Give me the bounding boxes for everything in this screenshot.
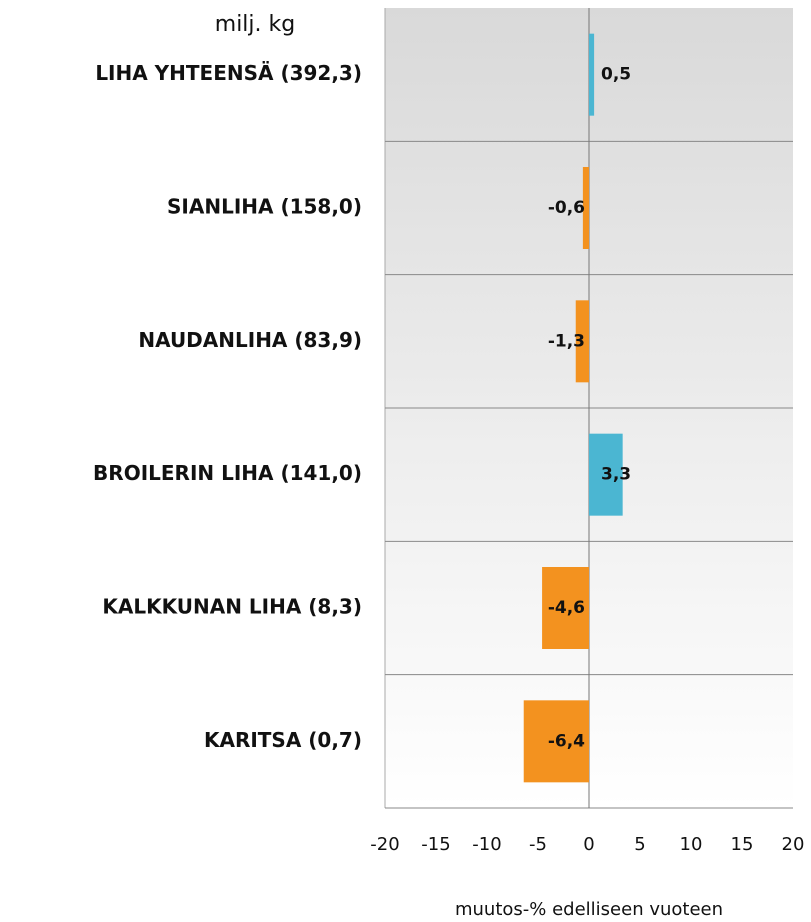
value-label: -6,4 bbox=[548, 731, 585, 751]
x-tick-label: -5 bbox=[529, 834, 547, 855]
x-tick-label: -10 bbox=[472, 834, 501, 855]
value-label: -4,6 bbox=[548, 598, 585, 618]
value-label: 3,3 bbox=[601, 465, 631, 485]
bar bbox=[575, 300, 589, 383]
category-label: BROILERIN LIHA (141,0) bbox=[93, 461, 362, 485]
bar bbox=[589, 33, 595, 116]
x-tick-label: 15 bbox=[731, 834, 754, 855]
category-label: LIHA YHTEENSÄ (392,3) bbox=[95, 61, 362, 85]
category-label: SIANLIHA (158,0) bbox=[167, 195, 362, 219]
x-tick-label: 5 bbox=[634, 834, 645, 855]
bar bbox=[523, 700, 589, 783]
x-tick-label: -15 bbox=[421, 834, 450, 855]
bar bbox=[542, 567, 589, 649]
bar bbox=[582, 167, 589, 249]
category-label: KALKKUNAN LIHA (8,3) bbox=[102, 595, 362, 619]
bar bbox=[589, 433, 623, 516]
category-label: NAUDANLIHA (83,9) bbox=[138, 328, 362, 352]
value-label: -1,3 bbox=[548, 331, 585, 351]
value-label: 0,5 bbox=[601, 65, 631, 85]
unit-label: milj. kg bbox=[215, 12, 295, 37]
x-tick-label: -20 bbox=[370, 834, 399, 855]
category-label: KARITSA (0,7) bbox=[204, 728, 362, 752]
x-tick-label: 10 bbox=[680, 834, 703, 855]
x-axis-title: muutos-% edelliseen vuoteen bbox=[455, 899, 723, 920]
x-tick-label: 20 bbox=[782, 834, 805, 855]
value-label: -0,6 bbox=[548, 198, 585, 218]
x-tick-label: 0 bbox=[583, 834, 594, 855]
